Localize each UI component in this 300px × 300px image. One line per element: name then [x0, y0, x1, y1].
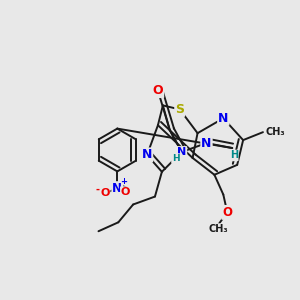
Text: O: O: [100, 188, 110, 198]
Text: N: N: [142, 148, 152, 161]
Text: +: +: [120, 177, 127, 186]
Text: N: N: [112, 182, 122, 195]
Text: N: N: [201, 136, 212, 150]
Text: N: N: [218, 112, 229, 125]
Text: O: O: [121, 187, 130, 197]
Text: -: -: [95, 185, 99, 195]
Text: CH₃: CH₃: [208, 224, 228, 234]
Text: O: O: [222, 206, 232, 219]
Text: S: S: [175, 103, 184, 116]
Text: N: N: [177, 147, 186, 157]
Text: O: O: [153, 84, 163, 97]
Text: CH₃: CH₃: [266, 127, 286, 137]
Text: H: H: [230, 150, 238, 161]
Text: H: H: [172, 154, 180, 163]
